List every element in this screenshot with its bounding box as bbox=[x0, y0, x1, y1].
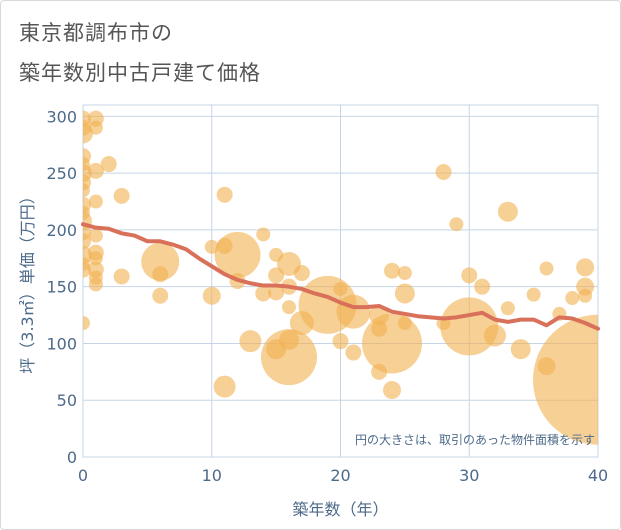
data-bubble bbox=[383, 381, 401, 400]
data-bubble bbox=[152, 266, 169, 283]
data-bubble bbox=[484, 324, 506, 347]
x-tick-label: 40 bbox=[588, 466, 608, 485]
data-bubble bbox=[216, 186, 233, 203]
data-bubble bbox=[113, 187, 130, 204]
data-bubble bbox=[533, 314, 598, 445]
y-tick-label: 200 bbox=[46, 221, 77, 240]
data-bubble bbox=[256, 227, 271, 242]
x-axis-title: 築年数（年） bbox=[292, 500, 388, 519]
chart-title-line2: 築年数別中古戸建て価格 bbox=[19, 61, 261, 85]
x-tick-label: 0 bbox=[78, 466, 88, 485]
data-bubble bbox=[88, 194, 103, 209]
y-tick-label: 0 bbox=[67, 448, 77, 467]
data-bubble bbox=[88, 120, 103, 135]
data-bubble bbox=[87, 162, 104, 179]
data-bubble bbox=[113, 268, 130, 285]
y-tick-label: 150 bbox=[46, 278, 77, 297]
data-bubble bbox=[539, 261, 554, 276]
data-bubble bbox=[83, 233, 91, 250]
chart-title-line1: 東京都調布市の bbox=[19, 21, 173, 45]
data-bubble bbox=[435, 163, 452, 180]
x-tick-label: 30 bbox=[459, 466, 479, 485]
y-tick-label: 50 bbox=[57, 391, 77, 410]
data-bubble bbox=[497, 201, 518, 222]
data-bubble bbox=[268, 284, 285, 301]
x-tick-label: 10 bbox=[202, 466, 222, 485]
data-bubble bbox=[362, 313, 422, 374]
x-tick-label: 20 bbox=[330, 466, 350, 485]
y-axis-title: 坪（3.3㎡）単価（万円） bbox=[18, 188, 37, 373]
bubble-group bbox=[83, 110, 598, 445]
data-bubble bbox=[510, 339, 531, 360]
data-bubble bbox=[384, 262, 400, 279]
data-bubble bbox=[83, 183, 90, 198]
y-tick-label: 300 bbox=[46, 107, 77, 126]
data-bubble bbox=[88, 228, 103, 243]
y-tick-label: 250 bbox=[46, 164, 77, 183]
trend-line bbox=[81, 222, 600, 331]
data-bubble bbox=[333, 281, 348, 296]
data-bubble bbox=[261, 329, 317, 386]
data-bubble bbox=[141, 242, 180, 281]
data-bubble bbox=[100, 156, 117, 173]
bubble-size-note: 円の大きさは、取引のあった物件面積を示す bbox=[355, 432, 595, 447]
data-bubble bbox=[578, 288, 593, 303]
data-bubble bbox=[500, 301, 515, 316]
data-bubble bbox=[239, 330, 262, 353]
data-bubble bbox=[449, 217, 464, 232]
data-bubble bbox=[88, 251, 103, 266]
data-bubble bbox=[576, 258, 595, 277]
data-bubble bbox=[336, 294, 371, 329]
data-bubble bbox=[394, 283, 415, 304]
y-tick-label: 100 bbox=[46, 334, 77, 353]
data-bubble bbox=[293, 265, 310, 282]
data-bubble bbox=[214, 231, 261, 278]
data-bubble bbox=[202, 286, 221, 305]
data-bubble bbox=[282, 300, 296, 315]
data-bubble bbox=[152, 287, 169, 304]
data-bubble bbox=[88, 277, 103, 292]
data-bubble bbox=[213, 375, 236, 398]
data-bubble bbox=[397, 266, 412, 281]
data-bubble bbox=[83, 316, 90, 331]
data-bubble bbox=[526, 287, 541, 302]
data-bubble bbox=[397, 316, 412, 331]
data-bubble bbox=[565, 291, 580, 306]
data-bubble bbox=[255, 285, 272, 302]
data-bubble bbox=[461, 267, 478, 284]
data-bubble bbox=[332, 333, 349, 350]
data-bubble bbox=[474, 278, 491, 295]
data-bubble bbox=[345, 344, 362, 361]
